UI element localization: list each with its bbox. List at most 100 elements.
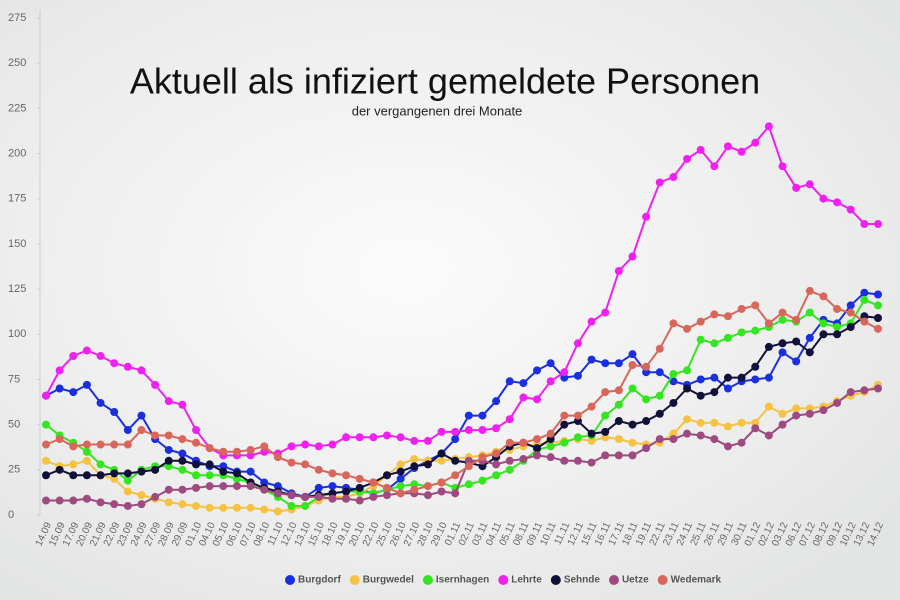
point xyxy=(192,438,201,447)
point xyxy=(164,397,173,406)
point xyxy=(423,491,432,500)
point xyxy=(410,462,419,471)
point xyxy=(96,440,105,449)
point xyxy=(751,326,760,335)
point xyxy=(232,469,241,478)
y-tick-label: 175 xyxy=(8,193,26,205)
point xyxy=(846,323,855,332)
point xyxy=(723,312,732,321)
point xyxy=(164,445,173,454)
point xyxy=(42,420,50,429)
point xyxy=(696,375,705,384)
point xyxy=(696,317,705,326)
point xyxy=(137,411,146,420)
point xyxy=(533,451,542,460)
point xyxy=(833,304,842,313)
point xyxy=(178,400,187,409)
legend-marker xyxy=(550,575,561,585)
point xyxy=(123,487,132,496)
y-tick-label: 50 xyxy=(8,419,20,431)
point xyxy=(764,373,773,382)
point xyxy=(137,467,146,476)
point xyxy=(519,393,528,402)
point xyxy=(710,339,719,348)
point xyxy=(55,435,64,444)
point xyxy=(723,442,732,451)
point xyxy=(164,431,173,440)
point xyxy=(819,330,828,339)
point xyxy=(82,346,91,355)
point xyxy=(696,431,705,440)
point xyxy=(287,501,296,510)
point xyxy=(628,252,637,261)
point xyxy=(587,402,596,411)
point xyxy=(737,373,746,382)
point xyxy=(846,388,855,397)
point xyxy=(751,362,760,371)
point xyxy=(478,426,487,435)
point xyxy=(123,426,132,435)
point xyxy=(874,314,882,323)
point xyxy=(601,308,610,317)
point xyxy=(192,501,201,510)
point xyxy=(642,212,651,221)
legend-marker xyxy=(349,575,360,585)
point xyxy=(137,500,146,509)
point xyxy=(505,456,514,465)
point xyxy=(178,500,187,509)
point xyxy=(287,458,296,467)
point xyxy=(573,339,582,348)
point xyxy=(723,333,732,342)
point xyxy=(628,451,637,460)
point xyxy=(560,411,569,420)
point xyxy=(464,462,473,471)
point xyxy=(778,162,787,171)
point xyxy=(587,429,596,438)
point xyxy=(805,286,814,295)
point xyxy=(192,426,201,435)
point xyxy=(614,400,623,409)
point xyxy=(860,317,869,326)
point xyxy=(69,442,78,451)
chart-title: Aktuell als infiziert gemeldete Personen xyxy=(130,61,760,102)
point xyxy=(205,482,214,491)
point xyxy=(260,505,269,514)
point xyxy=(614,359,623,368)
legend-marker xyxy=(498,575,509,585)
point xyxy=(751,301,760,310)
point xyxy=(669,370,678,379)
point xyxy=(82,447,91,456)
point xyxy=(219,447,228,456)
point xyxy=(123,362,132,371)
point xyxy=(710,388,719,397)
point xyxy=(846,205,855,214)
point xyxy=(546,453,555,462)
point xyxy=(355,496,364,505)
legend-label: Isernhagen xyxy=(436,575,489,586)
point xyxy=(110,359,119,368)
point xyxy=(369,478,378,487)
point xyxy=(96,471,105,480)
point xyxy=(123,501,132,510)
point xyxy=(833,198,842,207)
point xyxy=(287,442,296,451)
point xyxy=(505,438,514,447)
point xyxy=(137,366,146,375)
point xyxy=(696,145,705,154)
point xyxy=(355,474,364,483)
point xyxy=(614,417,623,426)
point xyxy=(151,431,160,440)
point xyxy=(205,471,214,480)
point xyxy=(560,420,569,429)
point xyxy=(301,460,310,469)
legend-marker xyxy=(422,575,433,585)
point xyxy=(696,391,705,400)
point xyxy=(683,415,692,424)
point xyxy=(42,471,50,480)
point xyxy=(601,411,610,420)
point xyxy=(764,431,773,440)
point xyxy=(778,409,787,418)
legend-label: Sehnde xyxy=(564,575,601,586)
point xyxy=(287,491,296,500)
legend-label: Wedemark xyxy=(671,575,722,586)
